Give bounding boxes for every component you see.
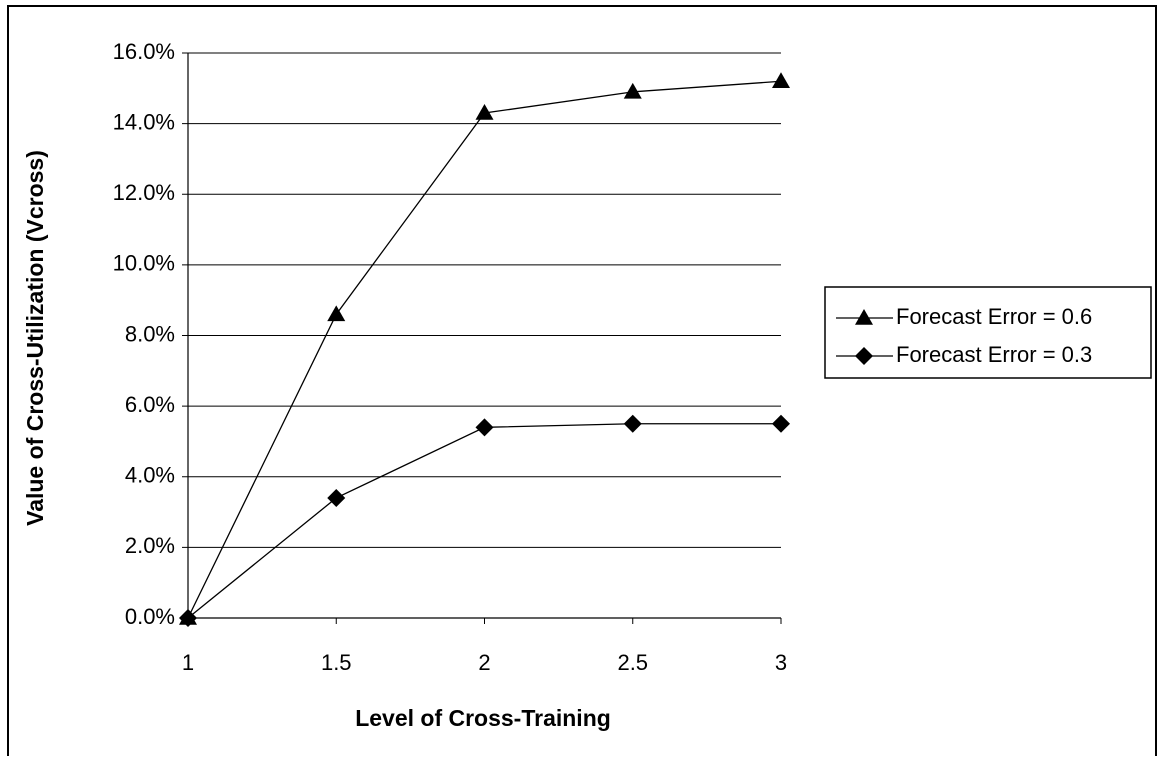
y-tick-label: 6.0% <box>125 392 175 417</box>
series-layer <box>179 72 790 627</box>
legend-marker <box>855 309 873 325</box>
series-line <box>187 80 782 619</box>
y-tick-label: 12.0% <box>113 180 175 205</box>
legend: Forecast Error = 0.6 Forecast Error = 0.3 <box>824 286 1152 379</box>
legend-box <box>824 286 1152 379</box>
data-point <box>327 305 346 322</box>
data-point <box>475 418 494 437</box>
x-tick-label: 2.5 <box>617 650 648 675</box>
y-tick-label: 10.0% <box>113 251 175 276</box>
x-tick-label: 1.5 <box>321 650 352 675</box>
y-tick-label: 8.0% <box>125 321 175 346</box>
gridlines <box>188 52 781 548</box>
chart-frame <box>7 5 1157 756</box>
legend-label: Forecast Error = 0.6 <box>896 304 1092 329</box>
legend-marker <box>855 347 873 365</box>
legend-label: Forecast Error = 0.3 <box>896 342 1092 367</box>
x-tick-label: 3 <box>775 650 787 675</box>
data-point <box>179 609 197 627</box>
data-point <box>475 104 494 120</box>
y-tick-label: 16.0% <box>113 39 175 64</box>
x-tick-label: 2 <box>478 650 490 675</box>
tick-labels: 0.0% 2.0% 4.0% 6.0% 8.0% 10.0% 12.0% 14.0% 16.0%… <box>113 39 788 675</box>
axes <box>182 52 782 624</box>
y-tick-label: 0.0% <box>125 604 175 629</box>
y-tick-label: 4.0% <box>125 463 175 488</box>
y-tick-label: 2.0% <box>125 533 175 558</box>
data-point <box>623 414 642 433</box>
series-1 <box>179 72 790 625</box>
y-tick-label: 14.0% <box>113 109 175 134</box>
legend-item: Forecast Error = 0.3 <box>836 342 1092 367</box>
series-line <box>187 423 781 619</box>
legend-item: Forecast Error = 0.6 <box>836 304 1092 329</box>
x-tick-label: 1 <box>182 650 194 675</box>
data-point <box>623 82 642 99</box>
data-point <box>772 414 790 433</box>
data-point <box>327 488 346 507</box>
x-axis-title: Level of Cross-Training <box>355 705 611 731</box>
y-axis-title: Value of Cross-Utilization (Vcross) <box>22 150 48 526</box>
series-2 <box>179 414 790 627</box>
data-point <box>772 72 790 88</box>
